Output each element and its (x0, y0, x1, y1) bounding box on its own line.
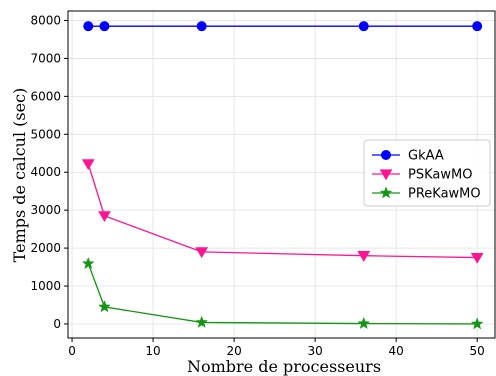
legend-marker-gkaa (381, 150, 391, 160)
data-point-prekawmo (81, 256, 95, 270)
series-pskawmo (81, 159, 484, 264)
series-gkaa (83, 21, 483, 32)
data-point-gkaa (196, 21, 207, 32)
data-point-prekawmo (357, 316, 371, 330)
x-tick-label: 40 (389, 344, 404, 358)
series-line-prekawmo (87, 263, 478, 325)
legend-marker-pskawmo (379, 169, 393, 181)
y-tick-label: 3000 (30, 203, 61, 217)
x-tick-label: 0 (68, 344, 76, 358)
x-axis-title: Nombre de processeurs (187, 357, 381, 376)
y-tick-label: 6000 (30, 89, 61, 103)
legend-label-pskawmo: PSKawMO (408, 168, 472, 183)
data-point-gkaa (472, 21, 483, 32)
y-tick-label: 2000 (30, 241, 61, 255)
data-point-gkaa (358, 21, 369, 32)
data-point-gkaa (83, 21, 94, 32)
data-point-pskawmo (195, 247, 209, 259)
y-tick-label: 5000 (30, 127, 61, 141)
data-point-prekawmo (195, 315, 209, 328)
x-tick-label: 30 (307, 344, 322, 358)
data-point-prekawmo (470, 317, 484, 330)
legend-label-prekawmo: PReKawMO (408, 187, 481, 202)
data-point-pskawmo (357, 251, 371, 262)
data-point-pskawmo (470, 252, 484, 264)
x-tick-label: 10 (145, 344, 160, 358)
data-point-pskawmo (98, 211, 111, 223)
data-point-pskawmo (81, 159, 95, 171)
legend-marker-prekawmo (379, 186, 393, 199)
data-point-prekawmo (98, 300, 111, 313)
legend-label-gkaa: GkAA (408, 149, 444, 164)
legend-box (363, 139, 491, 207)
y-tick-label: 0 (53, 317, 61, 331)
y-tick-label: 7000 (30, 51, 61, 65)
x-tick-label: 20 (226, 344, 241, 358)
plot-series (81, 21, 484, 330)
data-point-gkaa (99, 21, 110, 32)
y-axis-ticks: 0 1000 2000 3000 4000 5000 6000 7000 8000 (30, 13, 68, 331)
y-tick-label: 8000 (30, 13, 61, 27)
y-tick-label: 4000 (30, 165, 61, 179)
y-tick-label: 1000 (30, 279, 61, 293)
legend: GkAA PSKawMO PReKawMO (363, 139, 491, 207)
y-axis-title: Temps de calcul (sec) (10, 88, 29, 263)
plot-frame (67, 10, 496, 339)
x-tick-label: 50 (470, 344, 485, 358)
x-axis-ticks: 0 10 20 30 40 50 (68, 338, 485, 358)
series-prekawmo (81, 256, 484, 330)
